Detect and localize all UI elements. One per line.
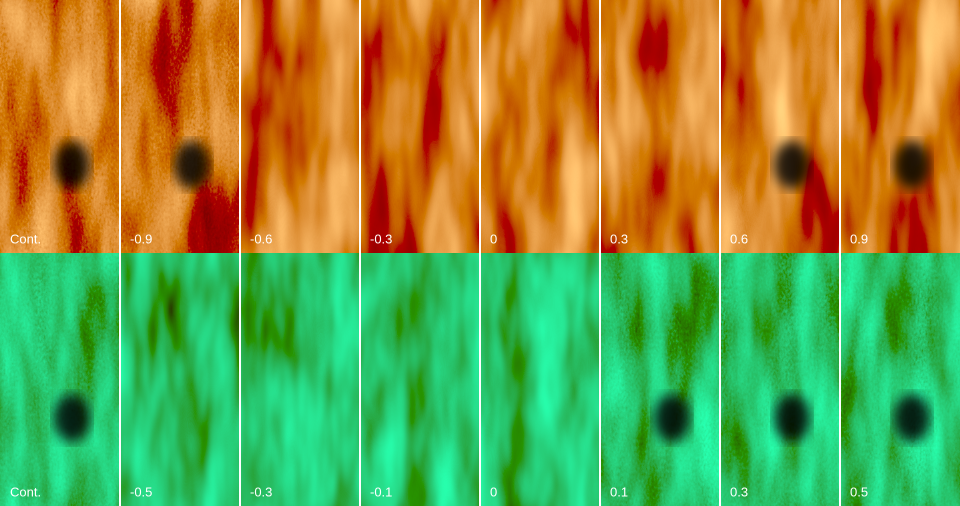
panel: -0.9 [120,0,240,253]
separator [119,0,121,506]
panel-image [360,253,480,506]
panel-image [840,0,960,253]
panel-image [360,0,480,253]
panel-label: 0.3 [730,484,748,499]
panel: -0.3 [360,0,480,253]
panel-label: 0.9 [850,231,868,246]
panel: 0.3 [720,253,840,506]
dark-spot [774,394,810,442]
panel-image [600,253,720,506]
panel-label: -0.3 [370,231,392,246]
panel-image [120,253,240,506]
panel: -0.3 [240,253,360,506]
panel-label: Cont. [10,484,41,499]
panel-label: -0.1 [370,484,392,499]
panel-image [720,0,840,253]
separator [479,0,481,506]
panel-image [0,0,120,253]
panel: -0.5 [120,253,240,506]
panel-label: -0.9 [130,231,152,246]
panel-image [240,0,360,253]
panel: 0.5 [840,253,960,506]
panel: 0.6 [720,0,840,253]
dark-spot [774,141,810,189]
panel-label: 0 [490,231,497,246]
separator [239,0,241,506]
panel: 0.9 [840,0,960,253]
panel-label: 0.1 [610,484,628,499]
panel-image [840,253,960,506]
separator [839,0,841,506]
panel-image [240,253,360,506]
dark-spot [894,141,930,189]
dark-spot [54,141,90,189]
panel: -0.1 [360,253,480,506]
panel-label: Cont. [10,231,41,246]
panel-label: 0 [490,484,497,499]
dark-spot [54,394,90,442]
panel: 0 [480,253,600,506]
panel-image [0,253,120,506]
panel-image [720,253,840,506]
separator [599,0,601,506]
panel-image [600,0,720,253]
panel-label: -0.5 [130,484,152,499]
panel-label: 0.3 [610,231,628,246]
panel: Cont. [0,0,120,253]
panel: 0.3 [600,0,720,253]
dark-spot [894,394,930,442]
panel: 0 [480,0,600,253]
panel-label: -0.6 [250,231,272,246]
dark-spot [654,394,690,442]
panel-label: 0.6 [730,231,748,246]
panel-image [480,0,600,253]
panel-label: -0.3 [250,484,272,499]
dark-spot [174,141,210,189]
panel: -0.6 [240,0,360,253]
panel-image [480,253,600,506]
panel-label: 0.5 [850,484,868,499]
panel-image [120,0,240,253]
separator [719,0,721,506]
panel: Cont. [0,253,120,506]
separator [359,0,361,506]
panel: 0.1 [600,253,720,506]
